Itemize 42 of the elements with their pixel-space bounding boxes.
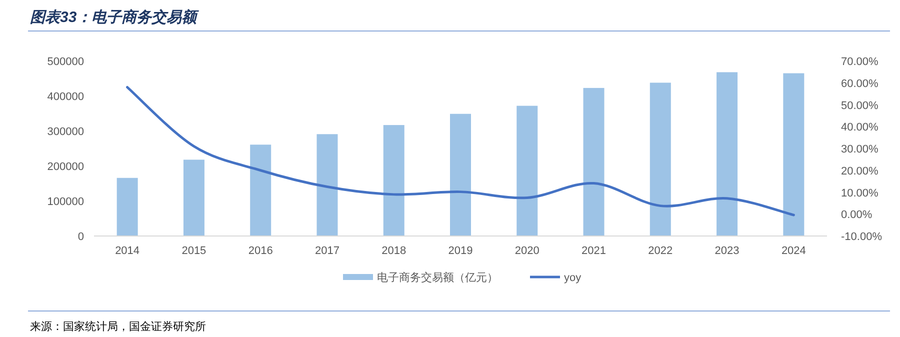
- y-tick-label: 500000: [47, 56, 84, 68]
- x-tick-label: 2015: [182, 245, 206, 257]
- y2-tick-label: -10.00%: [841, 231, 882, 243]
- bar: [650, 82, 671, 236]
- x-tick-label: 2016: [248, 245, 273, 257]
- x-tick-label: 2018: [382, 245, 406, 257]
- y2-tick-label: 10.00%: [841, 187, 879, 200]
- line-series: [126, 86, 795, 216]
- y-tick-label: 400000: [47, 91, 84, 103]
- x-tick-label: 2014: [115, 245, 140, 257]
- bar: [583, 88, 604, 236]
- source-note: 来源：国家统计局，国金证券研究所: [30, 320, 206, 333]
- bar: [316, 134, 338, 236]
- y-tick-label: 200000: [47, 161, 84, 173]
- bar: [116, 178, 138, 236]
- bar: [783, 73, 804, 236]
- y2-tick-label: 70.00%: [841, 56, 879, 68]
- bar: [450, 114, 471, 236]
- x-tick-label: 2017: [314, 245, 340, 257]
- bar: [516, 106, 538, 236]
- x-tick-label: 2019: [448, 245, 473, 257]
- y-tick-label: 100000: [47, 196, 84, 208]
- x-tick-label: 2020: [514, 245, 540, 257]
- y2-tick-label: 30.00%: [841, 144, 879, 156]
- y-tick-label: 0: [78, 231, 84, 243]
- x-tick-label: 2022: [648, 245, 673, 257]
- bar: [250, 144, 272, 236]
- chart-title: 图表33：电子商务交易额: [30, 8, 200, 26]
- bar: [383, 125, 404, 236]
- y-tick-label: 300000: [47, 126, 84, 138]
- x-tick-label: 2023: [714, 245, 740, 257]
- y2-tick-label: 20.00%: [841, 165, 879, 178]
- y2-tick-label: 50.00%: [841, 100, 879, 112]
- bar: [716, 72, 738, 236]
- y2-tick-label: 40.00%: [841, 122, 879, 134]
- x-tick-label: 2021: [582, 245, 606, 257]
- legend-label: 电子商务交易额（亿元）: [377, 271, 498, 284]
- bar: [183, 160, 204, 236]
- legend-label: yoy: [564, 272, 582, 284]
- y2-tick-label: 0.00%: [841, 209, 872, 222]
- y2-tick-label: 60.00%: [841, 78, 879, 90]
- x-tick-label: 2024: [781, 245, 806, 257]
